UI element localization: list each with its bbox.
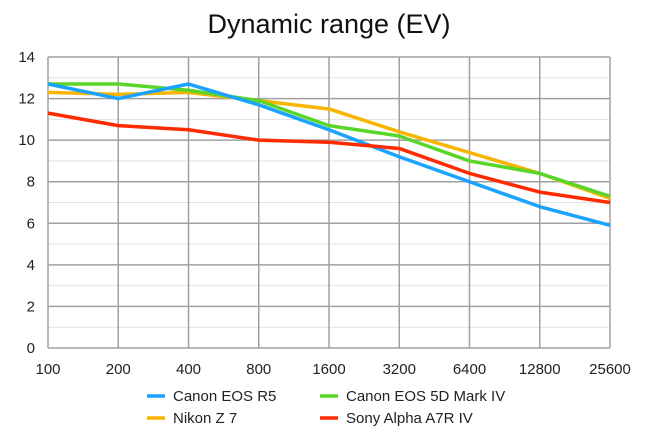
x-tick-label: 1600 <box>312 361 345 378</box>
x-tick-label: 800 <box>246 361 271 378</box>
x-tick-label: 100 <box>35 361 60 378</box>
x-tick-label: 12800 <box>519 361 561 378</box>
y-tick-label: 8 <box>27 174 35 191</box>
legend-label: Sony Alpha A7R IV <box>346 410 473 427</box>
y-tick-label: 10 <box>18 132 35 149</box>
x-tick-label: 200 <box>106 361 131 378</box>
legend-label: Canon EOS 5D Mark IV <box>346 388 505 405</box>
y-tick-label: 6 <box>27 215 35 232</box>
y-tick-label: 12 <box>18 91 35 108</box>
x-tick-label: 3200 <box>383 361 416 378</box>
legend-label: Canon EOS R5 <box>173 388 276 405</box>
y-tick-label: 14 <box>18 49 35 66</box>
y-tick-label: 2 <box>27 298 35 315</box>
legend-label: Nikon Z 7 <box>173 410 237 427</box>
chart-title: Dynamic range (EV) <box>207 9 450 39</box>
x-tick-label: 25600 <box>589 361 631 378</box>
y-tick-label: 0 <box>27 340 35 357</box>
x-tick-label: 400 <box>176 361 201 378</box>
x-tick-label: 6400 <box>453 361 486 378</box>
y-tick-label: 4 <box>27 257 35 274</box>
